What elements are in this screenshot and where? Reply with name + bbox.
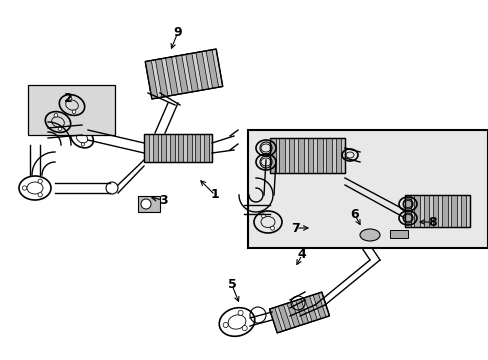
Polygon shape bbox=[143, 134, 212, 162]
Circle shape bbox=[89, 115, 93, 118]
Circle shape bbox=[22, 186, 27, 190]
Circle shape bbox=[38, 179, 42, 183]
Polygon shape bbox=[304, 296, 317, 321]
Polygon shape bbox=[195, 134, 200, 162]
Polygon shape bbox=[269, 138, 275, 173]
Text: 6: 6 bbox=[350, 208, 359, 221]
Polygon shape bbox=[178, 134, 183, 162]
Circle shape bbox=[72, 110, 76, 113]
Polygon shape bbox=[423, 195, 428, 227]
Polygon shape bbox=[155, 59, 168, 97]
Polygon shape bbox=[404, 195, 410, 227]
Polygon shape bbox=[389, 230, 407, 238]
Polygon shape bbox=[165, 57, 178, 95]
Polygon shape bbox=[312, 293, 325, 319]
Circle shape bbox=[81, 143, 84, 146]
Polygon shape bbox=[279, 138, 285, 173]
Circle shape bbox=[38, 193, 42, 197]
Polygon shape bbox=[307, 138, 312, 173]
Text: 8: 8 bbox=[428, 216, 436, 229]
Polygon shape bbox=[161, 134, 166, 162]
Polygon shape bbox=[316, 138, 322, 173]
Polygon shape bbox=[185, 53, 198, 92]
Polygon shape bbox=[404, 195, 469, 227]
Circle shape bbox=[242, 325, 247, 330]
Polygon shape bbox=[298, 138, 303, 173]
Polygon shape bbox=[169, 134, 174, 162]
Text: 9: 9 bbox=[173, 26, 182, 39]
Text: 5: 5 bbox=[227, 279, 236, 292]
Polygon shape bbox=[269, 292, 329, 333]
Text: 2: 2 bbox=[63, 91, 72, 104]
Polygon shape bbox=[269, 138, 345, 173]
Polygon shape bbox=[450, 195, 456, 227]
Circle shape bbox=[141, 199, 151, 209]
Polygon shape bbox=[295, 299, 308, 324]
Polygon shape bbox=[325, 138, 331, 173]
Polygon shape bbox=[413, 195, 419, 227]
Polygon shape bbox=[145, 49, 223, 99]
Circle shape bbox=[223, 323, 228, 328]
Polygon shape bbox=[286, 302, 299, 327]
Circle shape bbox=[68, 96, 72, 100]
Polygon shape bbox=[288, 138, 294, 173]
Polygon shape bbox=[441, 195, 447, 227]
Circle shape bbox=[54, 113, 58, 117]
Polygon shape bbox=[196, 51, 208, 90]
Polygon shape bbox=[175, 55, 188, 94]
Circle shape bbox=[270, 226, 274, 230]
Polygon shape bbox=[335, 138, 341, 173]
Polygon shape bbox=[269, 307, 282, 333]
Polygon shape bbox=[460, 195, 466, 227]
Polygon shape bbox=[186, 134, 191, 162]
Circle shape bbox=[91, 128, 94, 131]
Circle shape bbox=[58, 127, 61, 131]
Text: 1: 1 bbox=[210, 189, 219, 202]
Text: 4: 4 bbox=[297, 248, 306, 261]
Polygon shape bbox=[143, 134, 149, 162]
Bar bbox=[247, 130, 487, 248]
Polygon shape bbox=[152, 134, 157, 162]
Polygon shape bbox=[138, 196, 160, 212]
Text: 7: 7 bbox=[291, 221, 300, 234]
Text: 3: 3 bbox=[159, 194, 167, 207]
Polygon shape bbox=[278, 305, 290, 330]
Bar bbox=[28, 85, 115, 135]
Circle shape bbox=[261, 214, 265, 218]
Polygon shape bbox=[205, 50, 218, 88]
Polygon shape bbox=[203, 134, 208, 162]
Polygon shape bbox=[432, 195, 438, 227]
Ellipse shape bbox=[359, 229, 379, 241]
Circle shape bbox=[80, 130, 82, 133]
Circle shape bbox=[238, 310, 243, 315]
Polygon shape bbox=[145, 60, 158, 99]
